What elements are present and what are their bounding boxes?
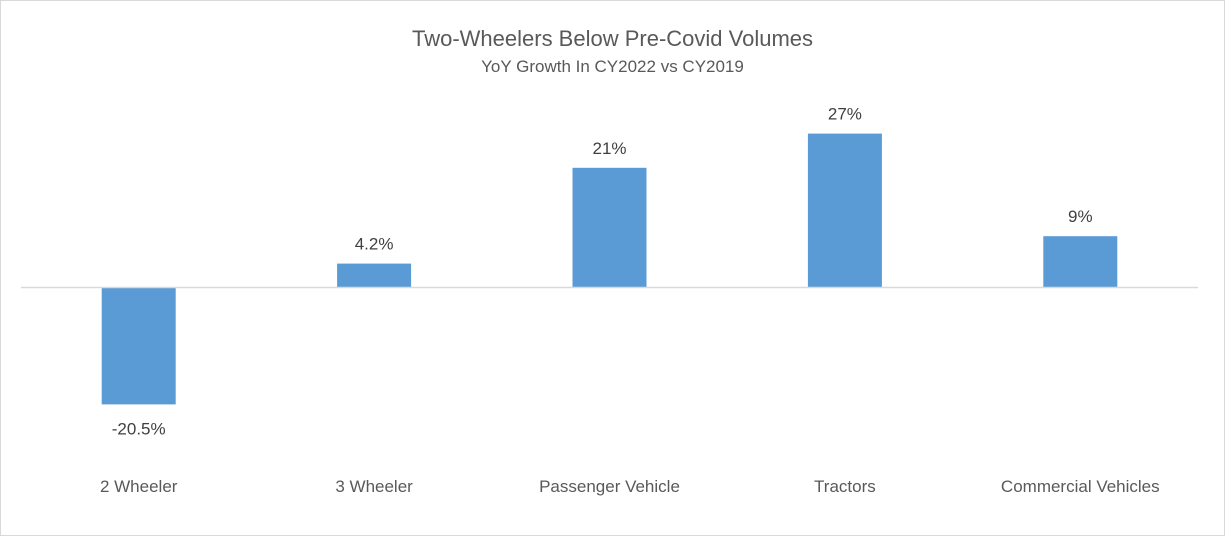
bar-3: [807, 133, 882, 288]
bar-2: [572, 167, 647, 288]
bar-0: [101, 287, 176, 405]
data-labels-group: -20.5% 4.2% 21% 27% 9%: [112, 105, 1093, 439]
category-label-4: Commercial Vehicles: [1001, 477, 1160, 496]
bar-4: [1043, 236, 1118, 288]
category-label-3: Tractors: [814, 477, 876, 496]
data-label-0: -20.5%: [112, 419, 166, 438]
data-label-4: 9%: [1068, 207, 1093, 226]
bars-group: [101, 133, 1118, 405]
category-label-0: 2 Wheeler: [100, 477, 178, 496]
chart-title: Two-Wheelers Below Pre-Covid Volumes: [411, 26, 814, 51]
data-label-1: 4.2%: [355, 235, 394, 254]
data-label-2: 21%: [592, 139, 626, 158]
category-label-2: Passenger Vehicle: [539, 477, 680, 496]
chart-subtitle: YoY Growth In CY2022 vs CY2019: [481, 57, 744, 76]
data-label-3: 27%: [828, 105, 862, 124]
category-label-1: 3 Wheeler: [335, 477, 413, 496]
bar-1: [337, 263, 412, 288]
category-labels-group: 2 Wheeler 3 Wheeler Passenger Vehicle Tract…: [100, 477, 1160, 496]
